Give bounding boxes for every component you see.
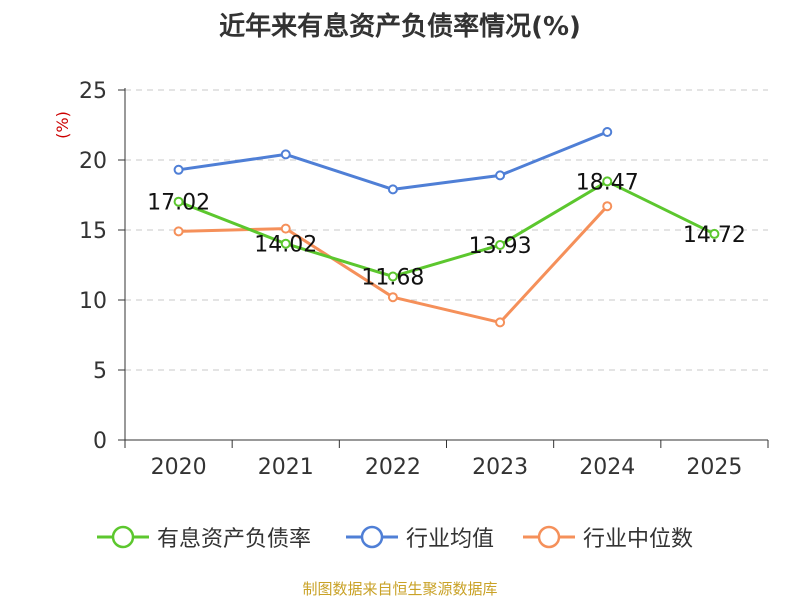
x-tick-label: 2024 [579,455,635,480]
legend-marker [523,525,575,549]
legend-marker [97,525,149,549]
x-tick-label: 2023 [472,455,528,480]
data-source: 制图数据来自恒生聚源数据库 [302,580,498,598]
legend-label: 有息资产负债率 [157,527,312,552]
data-label: 14.02 [254,233,317,258]
y-tick-label: 20 [79,149,107,174]
series-line-0 [178,179,716,278]
data-point [387,271,398,282]
data-label: 13.93 [469,234,532,259]
data-point [173,164,184,175]
legend-item[interactable]: 行业中位数 [523,522,693,552]
data-point [280,238,291,249]
data-point [495,317,506,328]
data-label: 18.47 [576,170,639,195]
data-point [173,196,184,207]
x-tick-label: 2025 [686,455,742,480]
data-point [173,226,184,237]
data-point [602,176,613,187]
data-point [602,127,613,137]
data-point [280,149,291,160]
legend-marker [346,525,398,549]
legend-label: 行业均值 [406,527,495,552]
series-line-1 [178,130,608,191]
legend-item[interactable]: 行业均值 [346,522,494,552]
data-label: 17.02 [147,191,210,216]
data-point [387,184,398,195]
data-label: 14.72 [683,223,746,248]
series-line-2 [178,205,609,324]
y-tick-label: 15 [79,219,107,244]
data-point [495,239,506,250]
x-tick-label: 2021 [258,455,314,480]
legend: 有息资产负债率 行业均值 行业中位数 [0,522,800,552]
chart-title: 近年来有息资产负债率情况(%) [219,12,581,42]
data-point [387,292,398,303]
legend-label: 行业中位数 [583,527,694,552]
y-tick-label: 10 [79,289,107,314]
x-tick-label: 2020 [151,455,207,480]
y-tick-label: 5 [93,359,107,384]
data-point [495,170,506,181]
y-tick-label: 25 [79,79,107,104]
y-axis-title: (%) [53,111,72,139]
data-label: 11.68 [361,265,424,290]
x-tick-label: 2022 [365,455,421,480]
data-point [709,228,720,239]
data-point [602,201,613,212]
legend-item[interactable]: 有息资产负债率 [97,522,311,552]
y-tick-label: 0 [93,429,107,454]
data-point [280,223,291,234]
